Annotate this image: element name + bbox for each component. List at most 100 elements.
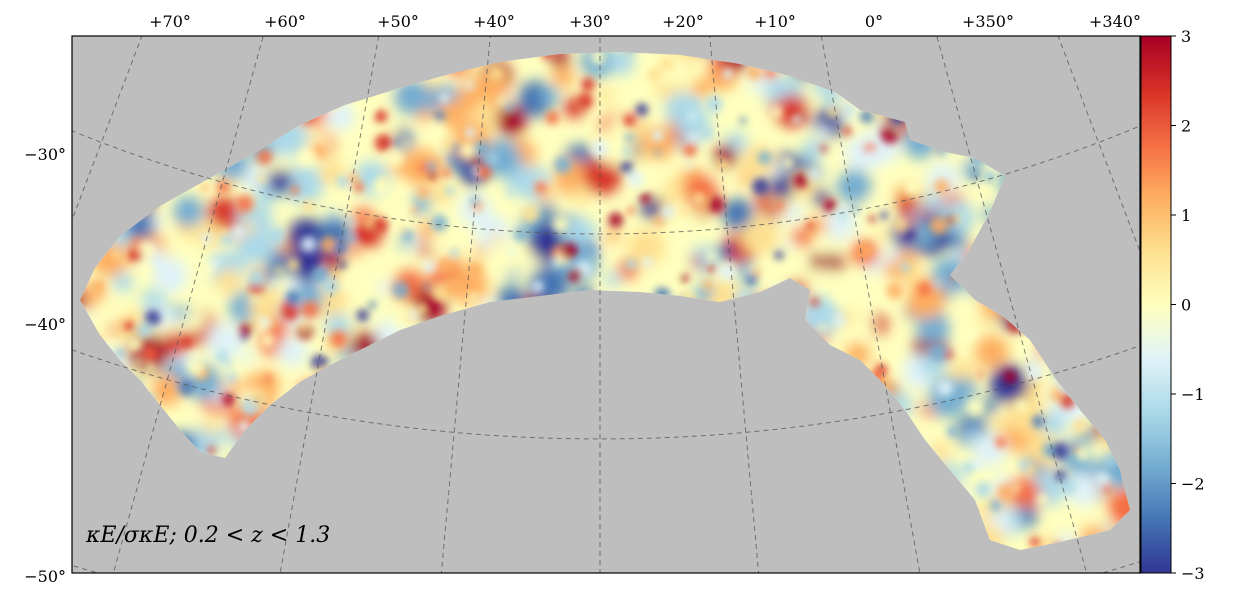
map-texture-grain [971, 171, 979, 179]
map-texture-blob [173, 196, 204, 227]
map-texture-grain [285, 291, 300, 306]
map-texture-grain [834, 315, 845, 326]
map-texture-grain [680, 274, 689, 283]
map-texture-grain [134, 239, 142, 247]
map-texture-grain [904, 179, 921, 196]
map-texture-blob [277, 336, 308, 367]
colorbar: 3210−1−2−3 [1141, 27, 1205, 583]
map-texture-grain [468, 292, 478, 302]
map-texture-blob [802, 139, 824, 161]
map-texture-grain [947, 426, 958, 437]
map-texture-grain [395, 188, 404, 197]
map-texture-grain [374, 134, 392, 152]
map-texture-blob [886, 249, 901, 264]
map-texture-grain [441, 168, 450, 177]
map-texture-grain [995, 437, 1006, 448]
map-texture-blob [490, 233, 502, 245]
map-texture-blob [183, 229, 195, 241]
map-texture-grain [858, 243, 873, 258]
map-texture-grain [1026, 364, 1043, 381]
map-texture-blob [267, 169, 292, 194]
map-texture-grain [372, 217, 388, 233]
ra-label: +20° [662, 12, 704, 31]
map-texture-blob [975, 335, 1009, 369]
map-texture-grain [417, 186, 429, 198]
map-texture-grain [758, 151, 771, 164]
map-texture-grain [290, 186, 299, 195]
map-texture-blob [741, 145, 775, 179]
map-texture-grain [692, 192, 706, 206]
map-texture-grain [688, 112, 697, 121]
map-texture-grain [833, 287, 850, 304]
map-texture-grain [536, 182, 547, 193]
map-texture-grain [688, 133, 698, 143]
map-texture-grain [248, 270, 264, 286]
map-texture-grain [452, 144, 460, 152]
map-texture-grain [1037, 494, 1048, 505]
ra-label: 0° [865, 12, 883, 31]
map-texture-grain [774, 251, 783, 260]
map-texture-grain [146, 363, 155, 372]
map-texture-blob [427, 235, 446, 254]
dec-label: −50° [24, 567, 66, 586]
map-texture-grain [450, 248, 459, 257]
map-texture-grain [504, 103, 513, 112]
ra-label: +70° [149, 12, 191, 31]
map-texture-grain [627, 207, 635, 215]
map-texture-grain [136, 357, 143, 364]
map-texture-grain [465, 81, 474, 90]
map-texture-grain [395, 138, 403, 146]
dec-label: −30° [24, 145, 66, 164]
map-texture-grain [402, 230, 413, 241]
colorbar-gradient [1141, 36, 1171, 573]
map-texture-grain [701, 128, 713, 140]
map-texture-grain [136, 260, 153, 277]
map-texture-grain [771, 106, 783, 118]
map-texture-grain [275, 266, 283, 274]
ra-label: +30° [569, 12, 611, 31]
map-texture-grain [900, 262, 910, 272]
map-texture-grain [990, 500, 1002, 512]
map-texture-grain [626, 259, 637, 270]
map-texture-grain [663, 266, 678, 281]
map-texture-grain [588, 246, 598, 256]
map-texture-grain [338, 261, 346, 269]
ra-label: +340° [1089, 12, 1141, 31]
map-texture-grain [347, 218, 354, 225]
map-texture-grain [894, 218, 907, 231]
map-texture-grain [424, 284, 430, 290]
map-texture-grain [997, 484, 1014, 501]
dec-axis-labels: −30° −40° −50° [24, 145, 66, 586]
map-texture-grain [554, 156, 571, 173]
map-texture-grain [810, 298, 819, 307]
map-texture-grain [1103, 484, 1112, 493]
map-texture-grain [211, 258, 221, 268]
map-texture-grain [868, 215, 875, 222]
map-texture-grain [544, 174, 551, 181]
map-texture-grain [402, 140, 409, 147]
map-texture-grain [116, 349, 124, 357]
map-texture-blob [992, 417, 1009, 434]
map-texture-grain [545, 111, 559, 125]
map-texture-blob [853, 315, 875, 337]
map-texture-blob [605, 271, 620, 286]
map-texture-grain [201, 183, 209, 191]
ra-label: +350° [962, 12, 1014, 31]
map-texture-grain [488, 65, 504, 81]
map-texture-grain [975, 482, 991, 498]
colorbar-tick-label: 0 [1181, 296, 1191, 315]
map-texture-grain [143, 346, 158, 361]
map-texture-blob [816, 125, 830, 139]
map-texture-grain [418, 304, 428, 314]
map-texture-grain [1050, 384, 1058, 392]
ra-label: +40° [473, 12, 515, 31]
map-texture-grain [313, 270, 326, 283]
map-texture-grain [627, 171, 644, 188]
map-texture-grain [568, 268, 582, 282]
colorbar-tick-label: 3 [1181, 27, 1191, 46]
map-texture-grain [241, 333, 248, 340]
map-texture-grain [257, 175, 266, 184]
map-texture-grain [287, 258, 300, 271]
map-texture-grain [708, 196, 725, 213]
